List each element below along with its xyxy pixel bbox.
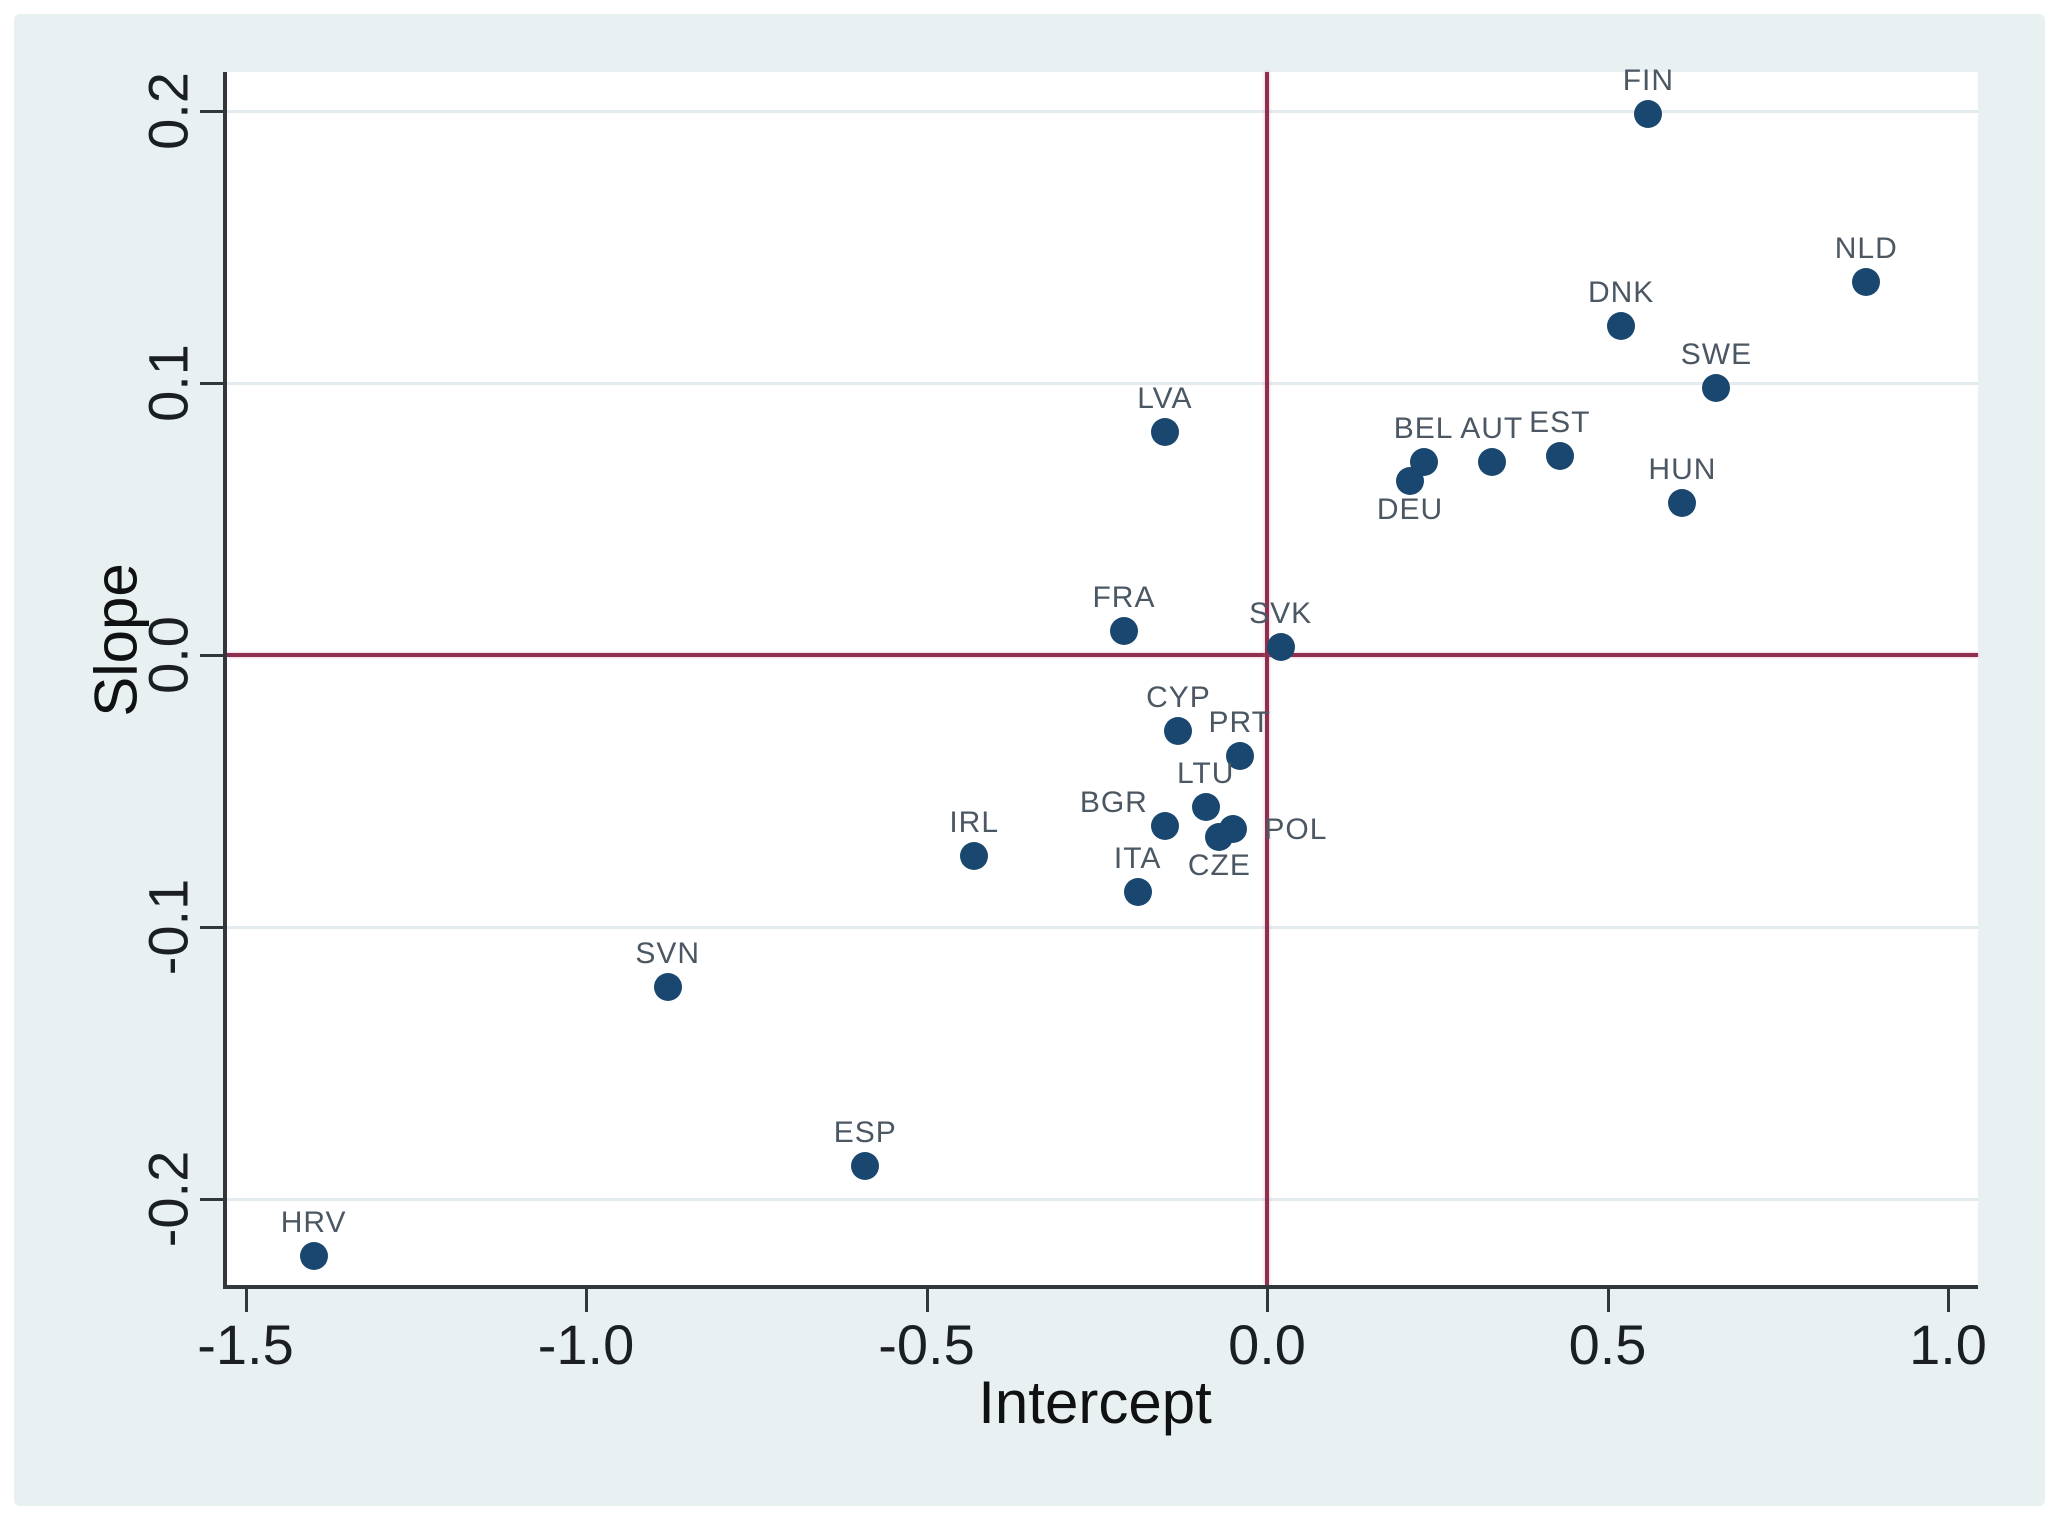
point-label-SVN: SVN: [635, 936, 701, 970]
data-point-DNK: [1607, 311, 1636, 340]
point-label-BEL: BEL: [1393, 411, 1454, 445]
point-label-POL: POL: [1264, 813, 1328, 847]
x-tick-label--1.0: -1.0: [537, 1313, 635, 1376]
y-tick-0.0: [200, 654, 223, 657]
point-label-AUT: AUT: [1460, 411, 1524, 445]
y-tick-label--0.1: -0.1: [136, 878, 200, 976]
x-tick--1.0: [585, 1289, 588, 1312]
point-label-SVK: SVK: [1249, 596, 1313, 630]
point-label-DEU: DEU: [1376, 492, 1444, 526]
y-gridline--0.1: [227, 926, 1978, 929]
point-label-ITA: ITA: [1113, 841, 1162, 875]
y-tick-0.1: [200, 382, 223, 385]
data-point-DEU: [1396, 466, 1424, 495]
point-label-HUN: HUN: [1648, 452, 1717, 486]
y-tick-label-0.0: 0.0: [136, 616, 200, 694]
x-tick-label--1.5: -1.5: [197, 1313, 294, 1376]
data-point-LVA: [1150, 417, 1179, 446]
point-label-SWE: SWE: [1680, 338, 1753, 372]
data-point-FIN: [1634, 99, 1663, 128]
figure-panel-background: FIN NLD DNK SWE EST AUT BEL DEU HUN LVA FRA SVK CYP P…: [14, 14, 2045, 1506]
point-label-ESP: ESP: [833, 1116, 897, 1150]
point-label-CYP: CYP: [1146, 681, 1211, 715]
data-point-CYP: [1164, 717, 1193, 746]
y-gridline-0.1: [227, 382, 1978, 385]
y-gridline--0.2: [227, 1198, 1978, 1201]
y-axis-line: [223, 72, 227, 1289]
point-label-DNK: DNK: [1587, 275, 1655, 309]
x-tick-0.0: [1266, 1289, 1269, 1312]
point-label-FRA: FRA: [1092, 580, 1156, 614]
point-label-CZE: CZE: [1187, 849, 1251, 883]
y-tick-label--0.2: -0.2: [136, 1150, 200, 1248]
y-gridline-0.2: [227, 110, 1978, 113]
point-label-EST: EST: [1529, 406, 1591, 440]
point-label-PRT: PRT: [1208, 705, 1271, 739]
point-label-FIN: FIN: [1622, 63, 1675, 97]
x-tick-label-0.5: 0.5: [1568, 1313, 1647, 1376]
reference-line-horizontal: [227, 653, 1978, 657]
point-label-BGR: BGR: [1079, 786, 1148, 820]
data-point-ITA: [1123, 877, 1152, 906]
x-tick-label-0.0: 0.0: [1228, 1313, 1306, 1376]
data-point-IRL: [960, 842, 989, 871]
x-tick-1.0: [1947, 1289, 1950, 1312]
y-tick-label-0.2: 0.2: [136, 72, 200, 150]
x-tick--0.5: [925, 1289, 929, 1312]
x-axis-line: [223, 1285, 1978, 1289]
x-tick-0.5: [1606, 1289, 1610, 1312]
plot-area: FIN NLD DNK SWE EST AUT BEL DEU HUN LVA FRA SVK CYP P…: [227, 64, 1978, 1285]
data-point-LTU: [1191, 793, 1220, 822]
point-label-IRL: IRL: [949, 806, 999, 840]
y-tick-label-0.1: 0.1: [136, 344, 200, 422]
x-tick-label--0.5: -0.5: [878, 1313, 975, 1376]
data-point-AUT: [1477, 447, 1506, 476]
x-tick--1.5: [244, 1289, 248, 1312]
point-label-NLD: NLD: [1834, 232, 1898, 266]
data-point-EST: [1545, 442, 1574, 471]
point-label-HRV: HRV: [280, 1206, 347, 1240]
data-point-HUN: [1668, 488, 1697, 517]
x-axis-title: Intercept: [978, 1369, 1212, 1436]
point-label-LVA: LVA: [1137, 381, 1193, 415]
data-point-SVN: [653, 972, 682, 1001]
data-point-ESP: [851, 1152, 880, 1181]
x-tick-label-1.0: 1.0: [1909, 1313, 1987, 1376]
data-point-SWE: [1702, 374, 1731, 403]
data-point-BGR: [1150, 812, 1179, 841]
data-point-FRA: [1109, 616, 1138, 645]
data-point-PRT: [1225, 741, 1254, 770]
data-point-SVK: [1266, 632, 1295, 661]
y-tick--0.1: [200, 926, 223, 929]
y-tick--0.2: [200, 1198, 223, 1201]
y-tick-0.2: [200, 110, 223, 113]
data-point-HRV: [299, 1242, 328, 1271]
point-label-LTU: LTU: [1176, 757, 1235, 791]
data-point-CZE: [1205, 823, 1234, 852]
data-point-NLD: [1852, 268, 1881, 297]
reference-line-vertical: [1265, 72, 1269, 1285]
